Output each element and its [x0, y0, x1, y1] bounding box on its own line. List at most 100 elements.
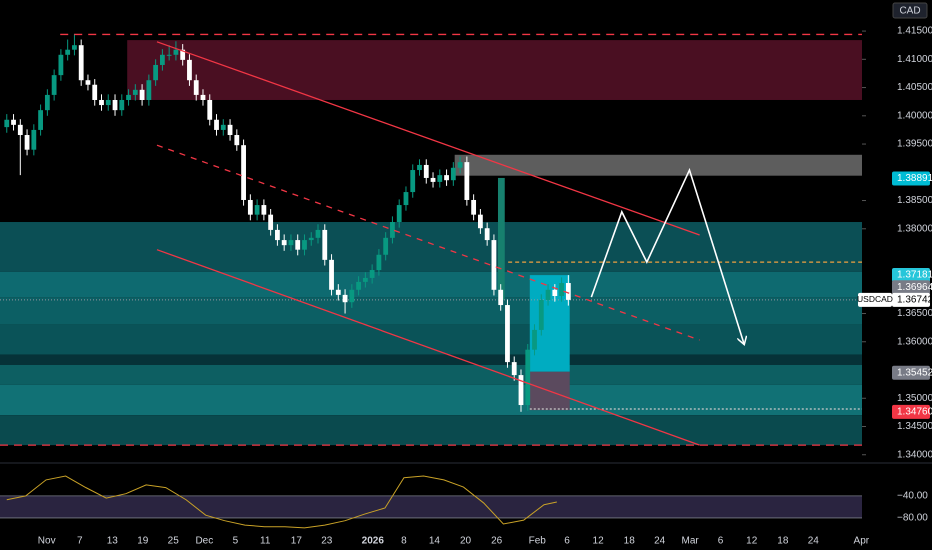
x-tick-label: 7	[77, 536, 83, 547]
price-axis: CAD 1.41500 1.41000 1.40500 1.40000 1.39500 1…	[857, 2, 932, 460]
drawing-line	[156, 249, 700, 446]
candle-body	[214, 119, 219, 130]
y-tick-label: 1.41000	[897, 54, 932, 65]
candle-body	[200, 94, 206, 100]
x-tick-label: Mar	[682, 536, 700, 547]
candle-body	[207, 99, 213, 120]
x-tick-label: 6	[564, 536, 570, 547]
candle-body	[146, 80, 152, 100]
candle-body	[58, 54, 64, 76]
symbol-label: USDCAD	[857, 294, 893, 304]
candle-body	[335, 289, 341, 295]
candle-body	[545, 289, 551, 300]
candle-body	[423, 164, 429, 178]
candle-body	[525, 349, 531, 406]
x-tick-label: 13	[107, 536, 119, 547]
candle-body	[376, 254, 382, 271]
price-badge	[892, 365, 930, 380]
candle-body	[430, 177, 436, 182]
candle-body	[362, 277, 368, 282]
candle-body	[477, 214, 483, 229]
candle-body	[78, 45, 84, 81]
drawing-line	[156, 144, 700, 341]
x-tick-label: 6	[718, 536, 724, 547]
x-tick-label: Apr	[854, 536, 870, 547]
osc-band	[0, 495, 862, 518]
y-tick-label: 1.39500	[897, 139, 932, 150]
candle-body	[329, 259, 334, 290]
price-badge	[892, 268, 930, 283]
x-tick-label: 11	[260, 536, 271, 547]
zone	[0, 384, 862, 416]
zone	[0, 297, 862, 325]
candle-body	[511, 362, 517, 376]
candle-body	[31, 129, 37, 150]
candle-body	[315, 229, 321, 238]
candle-body	[44, 94, 50, 111]
candle-body	[518, 375, 524, 406]
candle-body	[437, 175, 443, 182]
y-tick-label: 1.40000	[897, 110, 932, 121]
y-tick-label: 1.41500	[897, 26, 932, 37]
x-tick-label: 24	[654, 536, 666, 547]
candle-body	[180, 49, 186, 60]
x-tick-label: 2026	[362, 536, 385, 547]
candle-body	[281, 240, 287, 246]
zone	[0, 271, 862, 298]
candle-body	[491, 240, 497, 290]
candle-body	[105, 99, 111, 106]
candle-body	[342, 294, 348, 303]
candle-body	[552, 289, 558, 297]
candle-body	[85, 80, 91, 85]
candle-body	[457, 162, 463, 168]
candle-body	[322, 229, 328, 260]
candle-body	[4, 119, 10, 128]
drawing-line	[156, 41, 700, 236]
candle-body	[234, 135, 240, 146]
candle-body	[410, 170, 416, 193]
candle-body	[464, 162, 470, 200]
candle-body	[450, 167, 456, 181]
candle-body	[383, 237, 389, 255]
candle-body	[241, 145, 246, 200]
x-tick-label: Nov	[38, 536, 56, 547]
candle-body	[65, 49, 71, 55]
y-tick-label: 1.36500	[897, 308, 932, 319]
x-tick-label: 18	[777, 536, 789, 547]
candle-body	[193, 80, 199, 95]
symbol-badge	[858, 292, 892, 307]
candle-body	[220, 124, 226, 130]
zone	[0, 222, 862, 272]
x-tick-label: 5	[233, 536, 239, 547]
candle-body	[126, 94, 131, 100]
price-badge-label: 1.36964	[897, 282, 932, 293]
price-badge	[892, 404, 930, 419]
candle-body	[403, 192, 409, 206]
candle-body	[275, 229, 280, 241]
candle-body	[119, 99, 125, 111]
candle-body	[538, 299, 544, 330]
zone	[497, 177, 505, 300]
candle-body	[369, 270, 375, 278]
candle-body	[559, 283, 564, 297]
candle-body	[51, 75, 57, 95]
candle-body	[532, 329, 537, 350]
candle-body	[484, 228, 490, 241]
candle-body	[295, 240, 301, 250]
price-badge-label: 1.34760	[897, 406, 932, 417]
x-tick-label: 26	[491, 536, 503, 547]
y-tick-label: 1.35000	[897, 393, 932, 404]
candle-body	[444, 175, 449, 181]
candle-body	[72, 45, 77, 50]
candle-body	[139, 89, 145, 100]
price-badge-label: 1.38891	[897, 173, 932, 184]
candle-body	[417, 164, 422, 171]
candle-body	[38, 110, 43, 130]
drawing-line	[590, 167, 744, 345]
osc-tick-label: −80.00	[897, 513, 928, 524]
candle-body	[308, 237, 314, 241]
candle-body	[159, 54, 165, 65]
x-tick-label: 14	[429, 536, 441, 547]
y-tick-label: 1.38500	[897, 195, 932, 206]
